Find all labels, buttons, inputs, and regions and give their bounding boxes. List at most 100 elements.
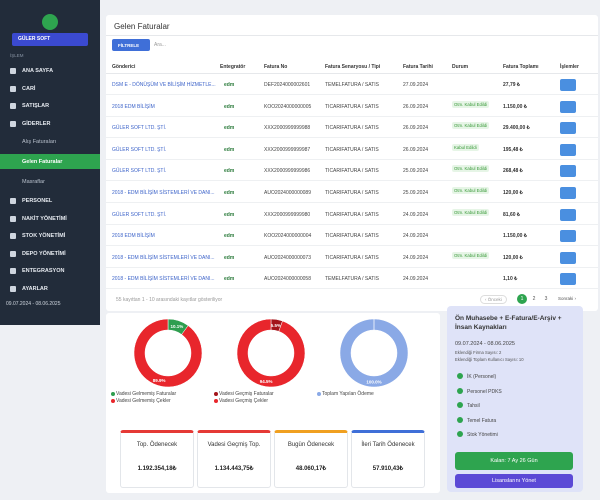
action-button[interactable] [560,230,576,243]
card-title: Bugün Ödenecek [287,442,335,448]
submenu-item[interactable]: Alış Faturaları [22,139,57,145]
action-button[interactable] [560,165,576,178]
column-header: Entegratör [220,64,246,70]
logo-icon [42,14,58,30]
cell: AUO2024000000073 [264,254,311,261]
license-panel: Ön Muhasebe + E-Fatura/E-Arşiv + İnsan K… [447,306,583,492]
cell: 2018 EDM BİLİŞİM [112,103,155,110]
cell: GÜLER SOFT LTD. ŞTİ. [112,146,167,153]
manage-button[interactable]: Lisanslarını Yönet [455,474,573,488]
cell: 2018 - EDM BİLİŞİM SİSTEMLERİ VE DANI... [112,190,215,196]
page-title: Gelen Faturalar [114,22,170,31]
feature: Temel Fatura [467,417,497,424]
integrator: edm [224,103,235,110]
action-button[interactable] [560,251,576,264]
feature-check [457,402,463,408]
cell: GÜLER SOFT LTD. ŞTİ. [112,168,167,175]
feature: İK (Personel) [467,374,497,380]
action-button[interactable] [560,187,576,199]
cell: TICARIFATURA / SATIS [325,254,379,261]
search-input[interactable]: Ara... [154,42,166,48]
cell: DEF2024000002601 [264,82,311,88]
status-badge: Otm. Kabul Edildi [452,251,490,259]
page-button[interactable]: 3 [544,296,548,302]
page-button[interactable]: 2 [532,296,536,302]
user-box[interactable] [12,33,88,46]
menu-item[interactable]: STOK YÖNETİMİ [22,233,66,239]
page-button[interactable]: 1 [517,294,527,304]
cell: KOO2024000000004 [264,233,312,240]
submenu-item[interactable]: Masraflar [22,179,45,185]
column-header: Durum [452,64,469,70]
menu-item[interactable]: NAKİT YÖNETİMİ [22,215,67,222]
cell: 26.09.2024 [403,146,429,153]
menu-item[interactable]: SATIŞLAR [22,103,50,109]
user-name: GÜLER SOFT [18,36,51,42]
cell: 2018 - EDM BİLİŞİM SİSTEMLERİ VE DANI... [112,254,215,261]
menu-icon [10,233,16,239]
next-button[interactable]: Sonraki › [558,296,577,301]
cell: 1.150,00 ₺ [503,103,528,110]
license-line: Eklendiği Firma Sayısı: 2 [455,350,502,355]
menu-item[interactable]: DEPO YÖNETİMİ [22,250,66,257]
integrator: edm [224,211,235,218]
segment-label: 94.5% [260,379,273,384]
action-button[interactable] [560,100,576,113]
cell: TEMELFATURA / SATIS [325,276,379,283]
segment-label: 10.1% [171,324,184,329]
prev-button[interactable]: ‹ Önceki [480,295,507,304]
cell: 81,60 ₺ [503,211,521,218]
legend-item: Toplam Yapılan Ödeme [322,391,374,397]
status-badge: Otm. Kabul Edildi [452,165,490,173]
menu-item[interactable]: ENTEGRASYON [22,268,65,274]
integrator: edm [224,190,235,196]
feature-check [457,416,463,423]
license-line: Eklendiği Toplam Kullanıcı Sayısı: 10 [455,357,524,362]
legend-dot [111,392,115,396]
filter-button[interactable]: FİLTRELE [112,39,150,51]
feature-check [457,373,463,379]
donut-segment [236,318,306,388]
menu-icon [10,250,16,257]
cell: DSM E - DÖNÜŞÜM VE BİLİŞİM HİZMETLE... [112,82,216,88]
cell: 27,79 ₺ [503,82,521,88]
menu-icon [10,285,16,292]
cell: 195,48 ₺ [503,146,523,153]
action-button[interactable] [560,273,576,286]
cell: 24.09.2024 [403,276,429,283]
cell: 2018 - EDM BİLİŞİM SİSTEMLERİ VE DANI... [112,276,215,283]
action-button[interactable] [560,122,576,135]
legend-dot [214,399,218,403]
section-label: İŞLEM [10,53,24,58]
row-line [106,202,598,203]
integrator: edm [224,168,235,175]
menu-item[interactable]: PERSONEL [22,198,53,204]
cell: 24.09.2024 [403,254,429,261]
cell: GÜLER SOFT LTD. ŞTİ. [112,125,167,132]
feature: Stok Yönetimi [467,432,498,438]
menu-item[interactable]: ANA SAYFA [22,68,54,74]
action-button[interactable] [560,79,576,91]
row-line [106,94,598,95]
action-button[interactable] [560,208,576,221]
submenu-item[interactable]: Gelen Faturalar [22,159,63,165]
menu-item[interactable]: CARİ [22,85,36,92]
stat-card: Bugün Ödenecek 48.060,17₺ [274,430,348,488]
invoice-card: Gelen Faturalar FİLTRELE Ara... 55 kayıt… [106,15,598,311]
cell: 29.400,00 ₺ [503,125,530,132]
card-amount: 1.192.354,18₺ [137,466,177,472]
cell: XXX2000999999987 [264,146,311,153]
status-badge: Otm. Kabul Edildi [452,187,490,194]
cell: 26.09.2024 [403,125,429,132]
menu-item[interactable]: AYARLAR [22,285,48,292]
legend-item: Vadesi Gelmemiş Çekler [116,398,171,404]
integrator: edm [224,82,235,88]
remaining-button[interactable]: Kalan: 7 Ay 26 Gün [455,452,573,470]
row-line [106,158,598,160]
action-button[interactable] [560,143,576,156]
cell: 25.09.2024 [403,168,429,175]
active-item [0,154,100,169]
menu-item[interactable]: GİDERLER [22,120,51,127]
donut-segment [133,318,203,388]
